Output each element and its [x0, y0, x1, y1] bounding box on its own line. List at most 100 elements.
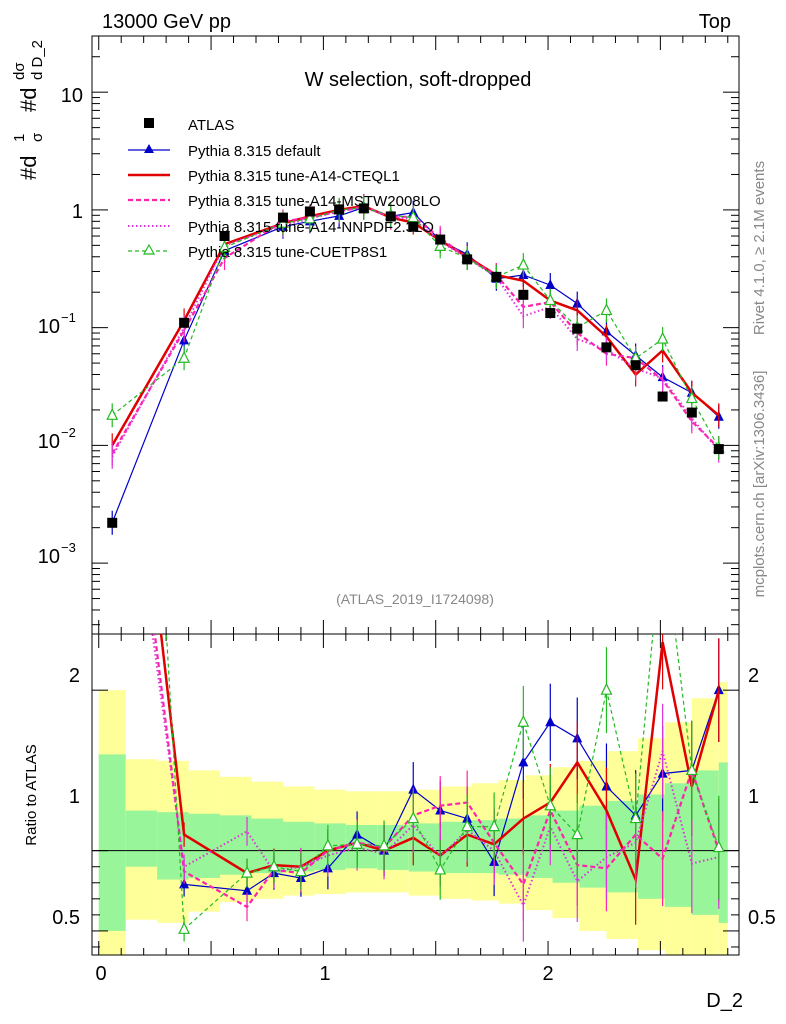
legend-item-cteql1: Pythia 8.315 tune-A14-CTEQL1	[128, 168, 400, 185]
ratio-marker-cuetp-15	[600, 682, 613, 695]
x-tick-labels: 0 1 2	[95, 963, 553, 985]
main-marker-cuetp-4	[303, 211, 316, 224]
main-marker-cuetp-12	[517, 257, 530, 270]
ratio-marker-cuetp-10	[461, 819, 474, 832]
channel-label: Top	[699, 11, 731, 33]
atlas-point-16	[630, 360, 641, 371]
band-inner-19	[664, 783, 692, 907]
atlas-point-1	[179, 317, 190, 328]
x-axis-label: D_2	[706, 990, 743, 1012]
x-tick-2: 2	[542, 963, 553, 985]
main-marker-cuetp-18	[685, 391, 698, 404]
ratio-marker-cuetp-2	[241, 865, 253, 878]
legend-cuetp-marker	[142, 243, 156, 255]
band-inner-21	[718, 762, 728, 923]
atlas-point-2	[219, 231, 230, 242]
chart-title: W selection, soft-dropped	[305, 69, 532, 91]
ratio-marker-default-2	[242, 884, 253, 895]
y-tick-1e-2-exp: −2	[61, 425, 76, 440]
svg-text:#d: #d	[16, 88, 41, 112]
atlas-point-6	[358, 203, 369, 214]
ratio-uncertainty-bands	[98, 682, 728, 955]
atlas-point-9	[435, 234, 446, 245]
svg-text:dσ: dσ	[11, 62, 28, 80]
main-series-nnpdf	[111, 195, 720, 469]
main-series-atlas	[107, 203, 724, 528]
ratio-marker-cuetp-17	[658, 524, 668, 534]
y-tick-10: 10	[61, 85, 83, 107]
atlas-point-5	[334, 204, 345, 215]
main-marker-default-13	[545, 279, 556, 290]
svg-text:Pythia 8.315 tune-A14-CTEQL1: Pythia 8.315 tune-A14-CTEQL1	[188, 168, 400, 185]
band-inner-0	[98, 754, 126, 931]
x-tick-1: 1	[319, 963, 330, 985]
y-tick-1e-1-exp: −1	[61, 310, 76, 325]
ratio-line-cteql1	[159, 634, 721, 885]
energy-label: 13000 GeV pp	[102, 11, 231, 33]
atlas-point-4	[304, 206, 315, 217]
main-marker-cuetp-8	[407, 210, 420, 223]
y-tick-1: 1	[72, 201, 83, 223]
ratio-frame	[91, 633, 740, 956]
atlas-point-10	[462, 254, 473, 265]
ratio-marker-cuetp-19	[712, 840, 725, 853]
atlas-point-0	[107, 517, 118, 528]
ratio-marker-cuetp-9	[434, 862, 447, 875]
atlas-point-14	[572, 323, 583, 334]
atlas-point-17	[657, 391, 668, 402]
ratio-y-tick-0.5-right: 0.5	[748, 907, 776, 929]
main-line-cteql1	[111, 204, 720, 447]
ratio-marker-cuetp-16	[629, 811, 642, 824]
legend: ATLAS Pythia 8.315 default Pythia 8.315 …	[128, 117, 441, 261]
rivet-version-label: Rivet 4.1.0, ≥ 2.1M events	[751, 161, 768, 335]
legend-item-default: Pythia 8.315 default	[128, 143, 321, 160]
svg-text:d D_2: d D_2	[29, 40, 46, 80]
atlas-point-11	[491, 271, 502, 282]
main-marker-cuetp-9	[434, 239, 447, 251]
legend-default-marker	[144, 144, 154, 153]
band-inner-18	[637, 794, 665, 899]
ratio-marker-cuetp-8	[407, 811, 420, 824]
main-plot-frame	[91, 35, 740, 956]
atlas-point-3	[277, 212, 288, 223]
ratio-series-cuetp	[165, 524, 725, 942]
ratio-marker-cuetp-3	[267, 859, 280, 872]
band-inner-6	[282, 821, 315, 872]
main-y-tick-labels: 10 1 10 −1 10 −2 10 −3	[38, 85, 83, 568]
legend-item-nnpdf: Pythia 8.315 tune-A14-NNPDF2.3LO	[128, 219, 434, 236]
main-line-cuetp	[111, 207, 720, 449]
atlas-point-12	[518, 289, 529, 300]
svg-text:Pythia 8.315 default: Pythia 8.315 default	[188, 143, 321, 160]
ratio-y-tick-2-right: 2	[748, 665, 759, 687]
ratio-marker-cuetp-5	[321, 838, 334, 851]
band-inner-10	[408, 823, 441, 872]
svg-text:#d: #d	[16, 156, 41, 180]
svg-text:Pythia 8.315 tune-CUETP8S1: Pythia 8.315 tune-CUETP8S1	[188, 244, 387, 261]
svg-text:Pythia 8.315 tune-A14-MSTW2008: Pythia 8.315 tune-A14-MSTW2008LO	[188, 193, 441, 210]
ratio-y-tick-labels: 0.5 1 2 0.5 1 2	[52, 665, 776, 929]
svg-text:ATLAS: ATLAS	[188, 117, 234, 134]
ratio-marker-cuetp-12	[517, 714, 530, 727]
ratio-marker-default-13	[545, 716, 556, 727]
ratio-marker-default-12	[518, 756, 529, 767]
mcplots-reference-label: mcplots.cern.ch [arXiv:1306.3436]	[751, 371, 768, 598]
svg-text:1: 1	[11, 134, 28, 142]
ratio-y-tick-2: 2	[69, 665, 80, 687]
ratio-marker-cuetp-18	[685, 763, 698, 776]
atlas-point-18	[686, 407, 697, 418]
ratio-y-axis-label: Ratio to ATLAS	[23, 744, 40, 845]
x-tick-0: 0	[95, 963, 106, 985]
ratio-marker-cuetp-11	[488, 819, 501, 832]
main-y-axis-label: #d 1 σ #d dσ d D_2	[11, 40, 46, 180]
ratio-marker-cuetp-14	[571, 827, 584, 840]
legend-item-atlas: ATLAS	[144, 117, 234, 134]
ratio-marker-cuetp-7	[378, 838, 391, 851]
atlas-point-7	[385, 211, 396, 222]
svg-text:Pythia 8.315 tune-A14-NNPDF2.3: Pythia 8.315 tune-A14-NNPDF2.3LO	[188, 219, 434, 236]
ratio-marker-cuetp-6	[351, 836, 364, 849]
main-marker-cuetp-17	[656, 331, 669, 344]
main-marker-cuetp-13	[544, 293, 557, 306]
svg-text:σ: σ	[29, 132, 46, 142]
main-marker-cuetp-0	[106, 407, 119, 420]
ratio-marker-cuetp-4	[294, 864, 307, 877]
